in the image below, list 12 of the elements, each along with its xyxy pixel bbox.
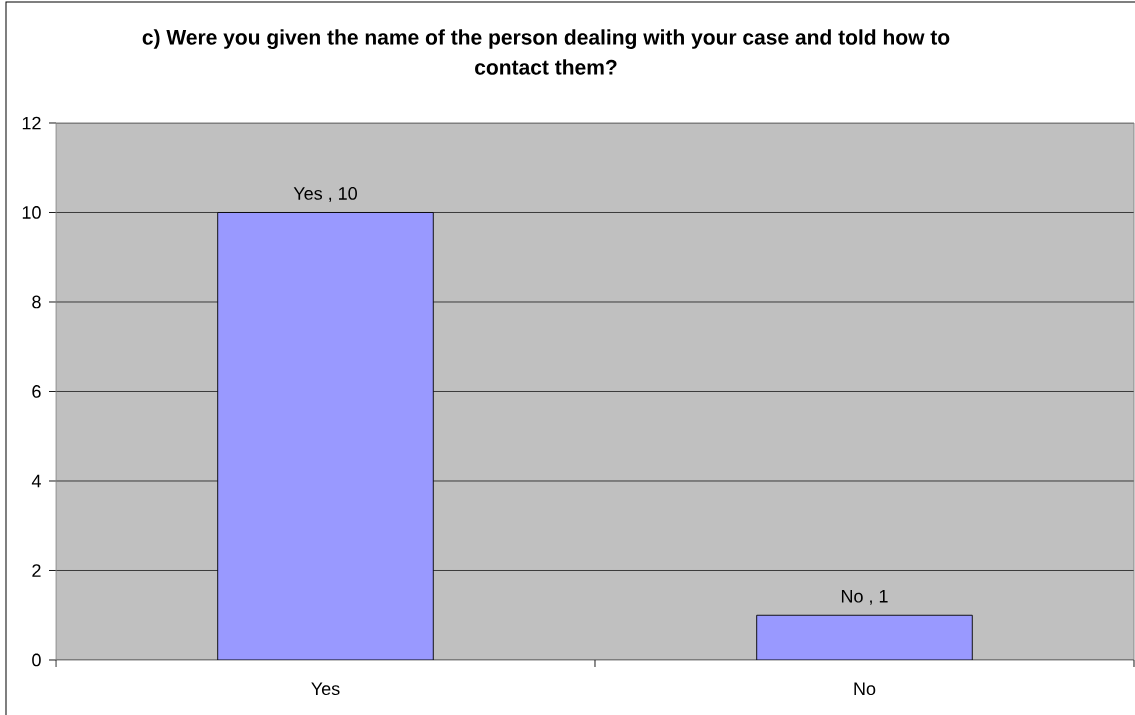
data-label: No , 1 <box>841 590 888 605</box>
y-tick-label: 2 <box>32 564 41 577</box>
y-tick-label: 12 <box>22 116 41 130</box>
x-tick-label: Yes <box>311 682 340 696</box>
data-label: Yes , 10 <box>293 187 357 202</box>
y-tick-label: 0 <box>32 653 41 667</box>
y-tick-label: 6 <box>32 385 41 398</box>
y-tick-label: 4 <box>31 474 41 488</box>
y-tick-label: 10 <box>22 206 41 219</box>
x-tick-label: No <box>854 682 876 696</box>
chart-title: c) Were you given the name of the person dealing with your case and told how to contact them? <box>142 29 950 75</box>
y-tick-label: 8 <box>32 295 41 309</box>
